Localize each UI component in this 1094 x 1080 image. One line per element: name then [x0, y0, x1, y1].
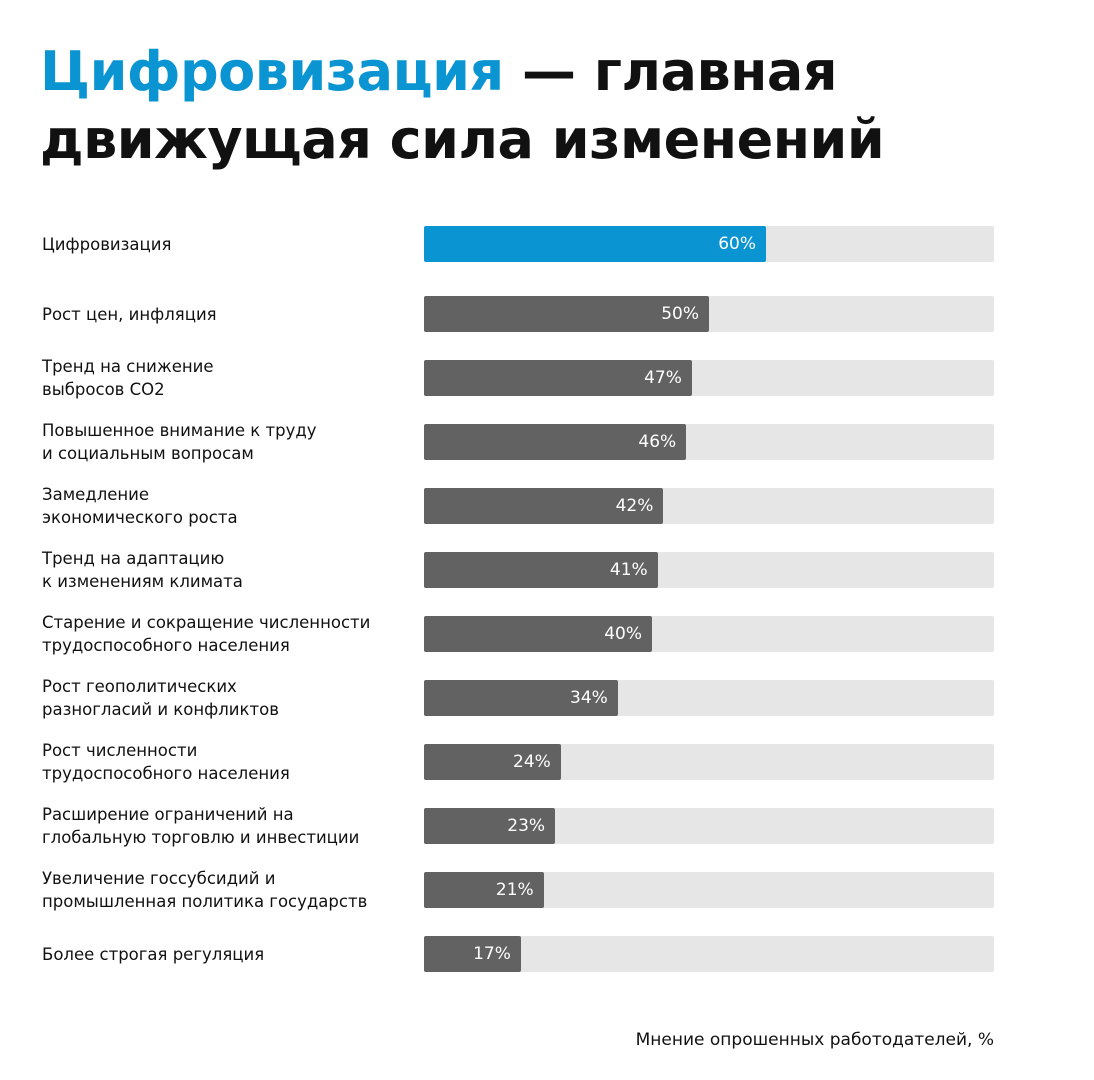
bar-value-label: 24%	[513, 752, 551, 772]
bar-value-label: 47%	[644, 368, 682, 388]
category-label: Увеличение госсубсидий и промышленная пол…	[42, 867, 412, 913]
category-label-line: промышленная политика государств	[42, 892, 368, 911]
category-label-line: трудоспособного населения	[42, 764, 290, 783]
bar: 50%	[424, 296, 709, 332]
category-label-line: Тренд на снижение	[42, 357, 214, 376]
bar-value-label: 34%	[570, 688, 608, 708]
bar-value-label: 17%	[473, 944, 511, 964]
title-rest: — главная	[503, 40, 838, 103]
bar: 34%	[424, 680, 618, 716]
bar-value-label: 21%	[495, 880, 534, 900]
bar-track: 47%	[424, 360, 994, 396]
bar-track: 17%	[424, 936, 994, 972]
category-label-line: и социальным вопросам	[42, 444, 254, 463]
category-label: Старение и сокращение численности трудосп…	[42, 611, 412, 657]
category-label-line: Рост цен, инфляция	[42, 304, 217, 324]
category-label: Более строгая регуляция	[42, 943, 412, 966]
bar-track: 40%	[424, 616, 994, 652]
category-label: Рост геополитических разногласий и конфли…	[42, 675, 412, 721]
bar-value-label: 23%	[507, 816, 546, 836]
bar-value-label: 60%	[718, 234, 756, 254]
category-label: Повышенное внимание к труду и социальным …	[42, 419, 412, 465]
category-label: Замедление экономического роста	[42, 483, 412, 529]
bar-track: 46%	[424, 424, 994, 460]
category-label: Рост цен, инфляция	[42, 303, 412, 326]
category-label-line: Старение и сокращение численности	[42, 613, 371, 632]
category-label: Расширение ограничений на глобальную торг…	[42, 803, 412, 849]
bar: 21%	[424, 872, 544, 908]
bar: 42%	[424, 488, 664, 524]
category-label: Тренд на адаптацию к изменениям климата	[42, 547, 412, 593]
bar-value-label: 50%	[661, 304, 699, 324]
category-label-line: трудоспособного населения	[42, 636, 290, 655]
bar-value-label: 46%	[638, 432, 677, 452]
category-label-line: Повышенное внимание к труду	[42, 421, 317, 440]
title-line2: движущая сила изменений	[40, 108, 885, 171]
bar: 40%	[424, 616, 652, 652]
bar-track: 24%	[424, 744, 994, 780]
category-label-line: к изменениям климата	[42, 572, 243, 591]
category-label-line: глобальную торговлю и инвестиции	[42, 828, 360, 847]
category-label-line: Более строгая регуляция	[42, 944, 265, 964]
category-label-line: Замедление	[42, 485, 150, 504]
bar-track: 41%	[424, 552, 994, 588]
bar-value-label: 42%	[615, 496, 654, 516]
bar: 17%	[424, 936, 521, 972]
bar-track: 60%	[424, 226, 994, 262]
category-label-line: Расширение ограничений на	[42, 805, 294, 824]
category-label-line: Увеличение госсубсидий и	[42, 869, 276, 888]
category-label-line: Рост геополитических	[42, 677, 237, 696]
bar-value-label: 41%	[609, 560, 648, 580]
chart-source-note: Мнение опрошенных работодателей, %	[635, 1030, 994, 1050]
category-label-line: разногласий и конфликтов	[42, 700, 279, 719]
category-label: Цифровизация	[42, 233, 412, 256]
category-label-line: Цифровизация	[42, 234, 172, 254]
category-label-line: выбросов CO2	[42, 380, 165, 399]
category-label: Тренд на снижение выбросов CO2	[42, 355, 412, 401]
category-label-line: экономического роста	[42, 508, 238, 527]
category-label-line: Рост численности	[42, 741, 198, 760]
bar-track: 34%	[424, 680, 994, 716]
bar: 47%	[424, 360, 692, 396]
chart-title: Цифровизация — главная движущая сила изм…	[40, 38, 885, 174]
bar-value-label: 40%	[604, 624, 642, 644]
title-accent: Цифровизация	[40, 40, 504, 103]
bar: 24%	[424, 744, 561, 780]
category-label-line: Тренд на адаптацию	[42, 549, 225, 568]
bar: 41%	[424, 552, 658, 588]
bar-track: 23%	[424, 808, 994, 844]
bar-track: 50%	[424, 296, 994, 332]
category-label: Рост численности трудоспособного населени…	[42, 739, 412, 785]
bar: 23%	[424, 808, 556, 844]
bar-track: 42%	[424, 488, 994, 524]
bar: 60%	[424, 226, 766, 262]
bar-track: 21%	[424, 872, 994, 908]
bar: 46%	[424, 424, 687, 460]
